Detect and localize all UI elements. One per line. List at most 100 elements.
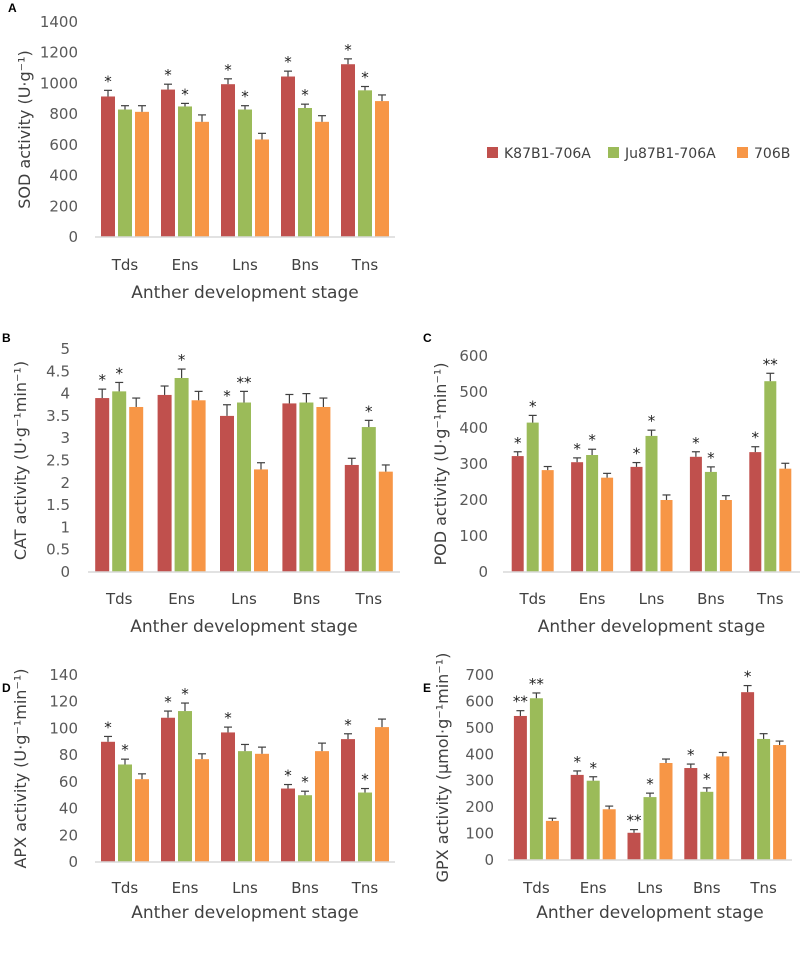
- significance-mark: *: [529, 397, 537, 415]
- bar-706b: [316, 406, 331, 572]
- bar-ju87b1-706a: [237, 402, 251, 572]
- y-tick-label: 2.5: [46, 452, 70, 470]
- x-tick-label: Tds: [105, 590, 133, 608]
- x-tick-label: Tds: [111, 256, 139, 274]
- bar-k87b1-706a: [627, 832, 641, 860]
- x-tick-label: Lns: [232, 256, 258, 274]
- significance-mark: *: [164, 693, 172, 711]
- significance-mark: *: [707, 449, 715, 467]
- y-tick-label: 0: [68, 228, 78, 246]
- bar-706b: [719, 500, 732, 572]
- significance-mark: *: [361, 69, 369, 87]
- y-tick-label: 400: [465, 745, 494, 763]
- significance-mark: *: [104, 72, 112, 90]
- significance-mark: *: [514, 434, 522, 452]
- bar-ju87b1-706a: [643, 797, 657, 860]
- bar-k87b1-706a: [161, 89, 175, 237]
- bar-706b: [660, 500, 673, 572]
- bar-ju87b1-706a: [178, 711, 192, 862]
- y-tick-label: 0: [484, 851, 494, 869]
- x-tick-label: Bns: [693, 879, 721, 897]
- significance-mark: **: [513, 693, 529, 711]
- bar-706b: [378, 471, 393, 572]
- y-tick-label: 60: [59, 773, 78, 791]
- y-axis-label: CAT activity (U·g⁻¹min⁻¹): [11, 361, 30, 560]
- x-tick-label: Tns: [351, 879, 379, 897]
- bar-k87b1-706a: [341, 64, 355, 237]
- x-tick-label: Lns: [231, 590, 257, 608]
- significance-mark: *: [223, 387, 231, 405]
- panel-label-d: D: [2, 681, 11, 695]
- x-axis-label: Anther development stage: [131, 283, 358, 303]
- significance-mark: *: [633, 445, 641, 463]
- bar-k87b1-706a: [281, 76, 295, 238]
- y-tick-label: 2: [60, 474, 70, 492]
- bar-k87b1-706a: [684, 768, 698, 860]
- y-tick-label: 40: [59, 800, 78, 818]
- y-tick-label: 3: [60, 429, 70, 447]
- x-axis-label: Anther development stage: [131, 903, 358, 923]
- y-tick-label: 100: [49, 719, 78, 737]
- bar-706b: [375, 101, 389, 237]
- bar-ju87b1-706a: [298, 108, 312, 237]
- y-tick-label: 80: [59, 746, 78, 764]
- significance-mark: *: [98, 371, 106, 389]
- y-tick-label: 0: [60, 563, 70, 581]
- x-tick-label: Ens: [172, 256, 199, 274]
- bar-ju87b1-706a: [358, 792, 372, 862]
- x-tick-label: Tds: [522, 879, 550, 897]
- y-tick-label: 1400: [40, 13, 78, 31]
- bar-ju87b1-706a: [757, 738, 771, 860]
- bar-k87b1-706a: [513, 715, 527, 860]
- significance-mark: *: [646, 775, 654, 793]
- bar-706b: [315, 751, 329, 862]
- bar-ju87b1-706a: [118, 764, 132, 862]
- significance-mark: **: [763, 355, 779, 373]
- legend-label: Ju87B1-706A: [624, 146, 716, 162]
- x-tick-label: Tns: [749, 879, 777, 897]
- y-tick-label: 100: [465, 825, 494, 843]
- significance-mark: *: [361, 771, 369, 789]
- x-tick-label: Bns: [291, 256, 319, 274]
- y-tick-label: 3.5: [46, 407, 70, 425]
- y-tick-label: 600: [49, 136, 78, 154]
- x-tick-label: Tds: [518, 590, 546, 608]
- y-tick-label: 1: [60, 518, 70, 536]
- panel-label-a: A: [8, 1, 17, 15]
- y-tick-label: 4.5: [46, 362, 70, 380]
- bar-ju87b1-706a: [586, 455, 599, 572]
- bar-706b: [541, 470, 554, 572]
- bar-ju87b1-706a: [526, 422, 539, 572]
- bar-ju87b1-706a: [298, 795, 312, 862]
- bar-706b: [255, 139, 269, 237]
- bar-ju87b1-706a: [118, 109, 132, 237]
- bar-706b: [135, 779, 149, 862]
- legend-swatch-k87b1-706a: [487, 147, 498, 158]
- significance-mark: *: [224, 709, 232, 727]
- bar-ju87b1-706a: [645, 435, 658, 572]
- bar-k87b1-706a: [281, 788, 295, 862]
- significance-mark: *: [284, 53, 292, 71]
- bar-k87b1-706a: [741, 692, 755, 860]
- significance-mark: *: [121, 741, 129, 759]
- y-tick-label: 120: [49, 693, 78, 711]
- significance-mark: *: [344, 716, 352, 734]
- bar-ju87b1-706a: [238, 751, 252, 862]
- significance-mark: **: [529, 675, 545, 693]
- panel-label-c: C: [423, 331, 432, 345]
- bar-706b: [254, 469, 268, 572]
- bar-k87b1-706a: [221, 84, 235, 237]
- significance-mark: *: [241, 88, 249, 106]
- bar-k87b1-706a: [161, 717, 175, 862]
- bar-ju87b1-706a: [174, 377, 189, 572]
- significance-mark: *: [365, 402, 373, 420]
- bar-706b: [601, 477, 614, 572]
- y-tick-label: 400: [459, 419, 488, 437]
- significance-mark: **: [627, 812, 643, 830]
- y-tick-label: 20: [59, 826, 78, 844]
- significance-mark: *: [284, 767, 292, 785]
- significance-mark: *: [115, 364, 123, 382]
- significance-mark: *: [687, 746, 695, 764]
- bar-706b: [659, 763, 673, 860]
- bar-706b: [545, 820, 559, 860]
